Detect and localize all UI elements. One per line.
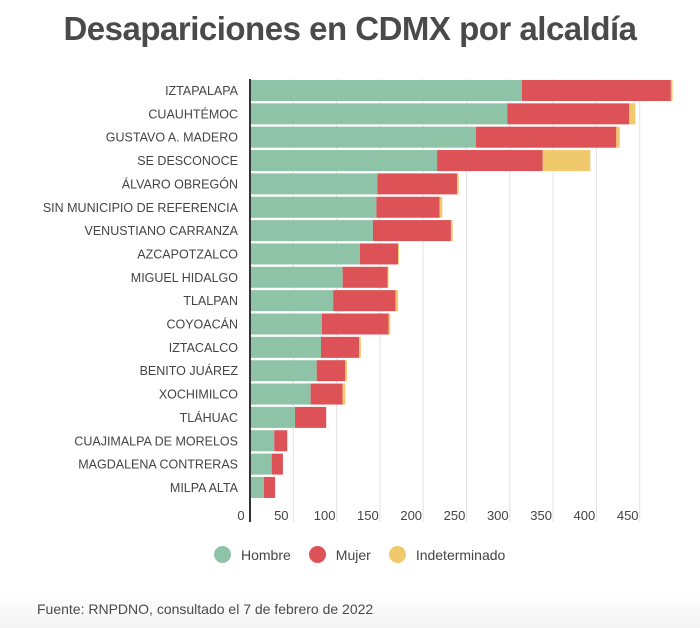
x-tick-label: 400 bbox=[574, 508, 596, 523]
bar-segment-indeterminado bbox=[456, 173, 459, 195]
bar-segment-hombre bbox=[250, 150, 438, 172]
category-label: MILPA ALTA bbox=[170, 481, 239, 495]
category-label: TLÁHUAC bbox=[180, 410, 238, 425]
bar-segment-mujer bbox=[310, 383, 343, 405]
category-label: MIGUEL HIDALGO bbox=[131, 271, 238, 285]
category-label: IZTACALCO bbox=[169, 341, 238, 355]
bar-segment-mujer bbox=[271, 453, 283, 475]
bar-segment-indeterminado bbox=[387, 266, 389, 288]
category-label: COYOACÁN bbox=[166, 317, 238, 332]
bar-segment-hombre bbox=[250, 336, 322, 358]
bar-segment-indeterminado bbox=[670, 80, 673, 101]
bar-segment-mujer bbox=[437, 150, 543, 172]
bar-segment-indeterminado bbox=[439, 196, 443, 218]
bar-segment-indeterminado bbox=[342, 383, 346, 405]
bar-segment-mujer bbox=[295, 406, 327, 428]
bar-segment-hombre bbox=[250, 290, 334, 312]
bar-segment-mujer bbox=[521, 80, 671, 101]
bar-segment-indeterminado bbox=[359, 336, 361, 358]
legend-swatch-hombre bbox=[214, 546, 231, 563]
bar-segment-hombre bbox=[250, 173, 378, 195]
legend-item-indeterminado[interactable]: Indeterminado bbox=[388, 546, 506, 563]
x-tick-label: 250 bbox=[444, 508, 466, 523]
legend-label-indeterminado: Indeterminado bbox=[415, 546, 506, 563]
legend-label-mujer: Mujer bbox=[335, 546, 371, 563]
category-label: VENUSTIANO CARRANZA bbox=[85, 224, 239, 238]
bar-segment-mujer bbox=[372, 220, 451, 242]
category-label: IZTAPALAPA bbox=[165, 84, 239, 98]
bar-segment-mujer bbox=[321, 313, 389, 335]
bar-segment-indeterminado bbox=[345, 360, 347, 382]
legend-label-hombre: Hombre bbox=[241, 546, 291, 563]
bar-segment-hombre bbox=[250, 80, 522, 101]
x-tick-label: 200 bbox=[400, 508, 422, 523]
x-tick-label: 350 bbox=[530, 508, 552, 523]
category-label: ÁLVARO OBREGÓN bbox=[122, 176, 238, 191]
category-label: SE DESCONOCE bbox=[137, 154, 238, 168]
chart-title: Desapariciones en CDMX por alcaldía bbox=[63, 10, 637, 47]
bar-segment-mujer bbox=[342, 266, 388, 288]
bar-segment-mujer bbox=[377, 173, 457, 195]
bar-segment-mujer bbox=[333, 290, 396, 312]
bar-segment-mujer bbox=[507, 103, 630, 125]
bar-segment-hombre bbox=[250, 360, 317, 382]
bar-segment-indeterminado bbox=[616, 126, 620, 148]
bar-segment-indeterminado bbox=[395, 290, 399, 312]
bar-segment-hombre bbox=[250, 313, 322, 335]
legend-item-hombre[interactable]: Hombre bbox=[214, 546, 291, 563]
bar-segment-hombre bbox=[250, 406, 296, 428]
x-tick-label: 50 bbox=[274, 508, 288, 523]
category-label: TLALPAN bbox=[183, 294, 238, 308]
bar-segment-mujer bbox=[274, 430, 288, 452]
bar-segment-hombre bbox=[250, 430, 275, 452]
category-label: CUAJIMALPA DE MORELOS bbox=[74, 434, 238, 448]
bar-segment-indeterminado bbox=[629, 103, 636, 125]
bar-segment-mujer bbox=[316, 360, 346, 382]
category-label: XOCHIMILCO bbox=[159, 388, 238, 402]
bar-segment-hombre bbox=[250, 103, 508, 125]
bar-segment-hombre bbox=[250, 126, 477, 148]
category-label: BENITO JUÁREZ bbox=[140, 363, 239, 378]
category-label: GUSTAVO A. MADERO bbox=[106, 131, 238, 145]
bar-segment-hombre bbox=[250, 453, 272, 475]
bar-chart: 0 50 100 150 200 250 300 350 400 450 IZTAPALAPA CUA… bbox=[43, 79, 673, 523]
legend-swatch-mujer bbox=[308, 546, 326, 563]
x-tick-label: 300 bbox=[487, 508, 509, 523]
category-label: SIN MUNICIPIO DE REFERENCIA bbox=[43, 201, 239, 215]
x-tick-label: 150 bbox=[357, 508, 379, 523]
bar-segment-mujer bbox=[476, 126, 617, 148]
bar-segment-indeterminado bbox=[450, 220, 453, 242]
category-label: AZCAPOTZALCO bbox=[137, 247, 238, 261]
footer-background bbox=[0, 590, 700, 628]
bar-segment-hombre bbox=[250, 196, 377, 218]
bar-segment-mujer bbox=[376, 196, 440, 218]
bar-segment-indeterminado bbox=[542, 150, 591, 172]
source-note: Fuente: RNPDNO, consultado el 7 de febre… bbox=[37, 601, 374, 617]
bar-segment-mujer bbox=[321, 336, 360, 358]
bar-segment-hombre bbox=[250, 266, 343, 288]
legend: Hombre Mujer Indeterminado bbox=[214, 546, 523, 563]
bar-segment-mujer bbox=[263, 476, 276, 498]
bar-segment-hombre bbox=[250, 243, 360, 265]
x-tick-label: 450 bbox=[617, 508, 639, 523]
bar-segment-indeterminado bbox=[388, 313, 391, 335]
category-label: MAGDALENA CONTRERAS bbox=[78, 458, 238, 472]
bar-segment-hombre bbox=[250, 220, 373, 242]
legend-item-mujer[interactable]: Mujer bbox=[308, 546, 371, 563]
bar-segment-mujer bbox=[359, 243, 399, 265]
x-tick-label: 0 bbox=[237, 508, 244, 523]
bar-segment-hombre bbox=[250, 476, 264, 498]
bar-segment-hombre bbox=[250, 383, 311, 405]
category-label: CUAUHTÉMOC bbox=[148, 106, 238, 121]
bar-segment-indeterminado bbox=[398, 243, 399, 265]
x-tick-label: 100 bbox=[314, 508, 336, 523]
legend-swatch-indeterminado bbox=[388, 546, 406, 563]
